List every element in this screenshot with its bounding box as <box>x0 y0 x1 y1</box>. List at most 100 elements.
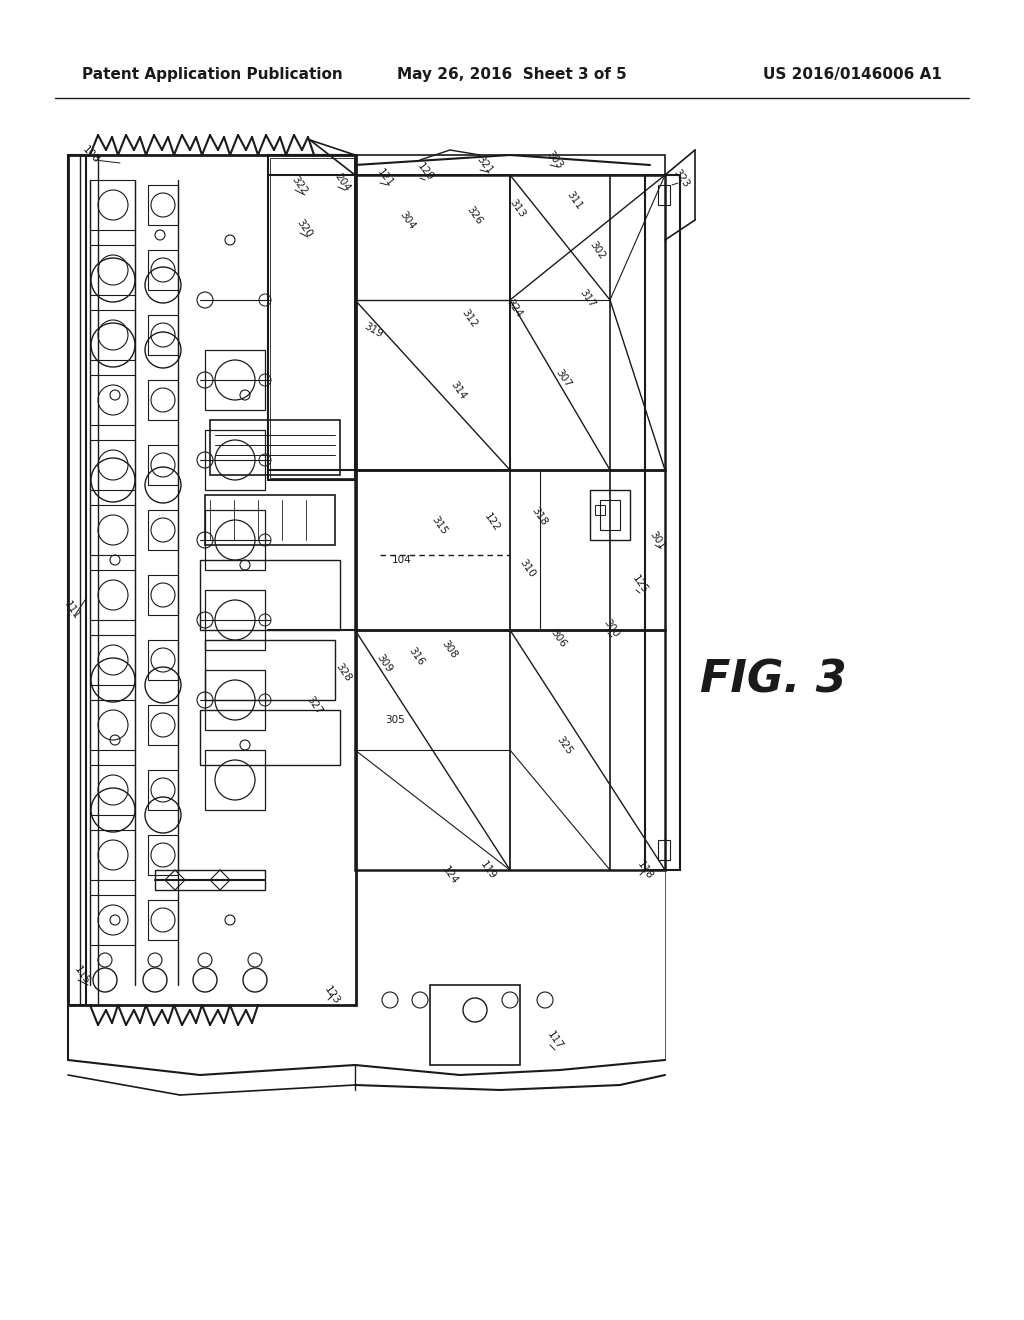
Bar <box>90 830 135 880</box>
Bar <box>355 176 665 470</box>
Text: 111: 111 <box>62 599 82 620</box>
Text: 317: 317 <box>578 286 598 309</box>
Bar <box>90 375 135 425</box>
Text: 307: 307 <box>554 367 573 389</box>
Text: 314: 314 <box>449 379 469 401</box>
Bar <box>90 700 135 750</box>
Bar <box>205 750 265 810</box>
Bar <box>148 510 178 550</box>
Text: 123: 123 <box>322 983 342 1006</box>
Text: US 2016/0146006 A1: US 2016/0146006 A1 <box>763 67 942 82</box>
Text: 304: 304 <box>398 209 418 231</box>
Bar <box>205 510 265 570</box>
Text: 325: 325 <box>555 734 574 756</box>
Text: 308: 308 <box>440 638 460 660</box>
Bar <box>355 176 510 470</box>
Bar <box>268 154 356 480</box>
Text: 305: 305 <box>385 715 404 725</box>
Bar <box>205 590 265 649</box>
Text: 328: 328 <box>334 661 353 682</box>
Bar <box>200 560 340 630</box>
Bar <box>595 506 605 515</box>
Bar <box>148 445 178 484</box>
Bar <box>355 154 665 176</box>
Text: 320: 320 <box>295 216 314 239</box>
Bar <box>210 420 340 475</box>
Text: 313: 313 <box>508 197 527 219</box>
Bar <box>148 900 178 940</box>
Bar <box>155 870 265 890</box>
Text: 122: 122 <box>482 511 502 533</box>
Bar <box>148 249 178 290</box>
Bar <box>645 176 680 870</box>
Bar <box>658 840 670 861</box>
Text: 311: 311 <box>565 189 585 211</box>
Bar <box>148 315 178 355</box>
Bar <box>658 185 670 205</box>
Bar <box>205 495 335 545</box>
Text: 312: 312 <box>460 308 479 329</box>
Text: 326: 326 <box>465 205 484 226</box>
Bar <box>355 470 665 630</box>
Bar <box>600 500 620 531</box>
Bar <box>148 705 178 744</box>
Bar <box>90 766 135 814</box>
Text: 204: 204 <box>333 172 352 193</box>
Text: 309: 309 <box>375 652 394 675</box>
Bar <box>430 985 520 1065</box>
Bar <box>80 154 98 1005</box>
Text: 315: 315 <box>430 513 450 536</box>
Text: 303: 303 <box>545 149 565 170</box>
Text: 119: 119 <box>478 859 498 880</box>
Text: Patent Application Publication: Patent Application Publication <box>82 67 343 82</box>
Bar <box>355 630 665 870</box>
Bar <box>90 440 135 490</box>
Bar <box>205 671 265 730</box>
Bar <box>90 635 135 685</box>
Bar <box>205 430 265 490</box>
Text: 306: 306 <box>549 627 568 649</box>
Text: 321: 321 <box>475 154 496 176</box>
Text: 316: 316 <box>407 645 427 667</box>
Text: 117: 117 <box>545 1030 564 1051</box>
Bar <box>90 570 135 620</box>
Bar <box>90 506 135 554</box>
Text: 319: 319 <box>362 321 384 339</box>
Text: 318: 318 <box>530 506 550 527</box>
Text: FIG. 3: FIG. 3 <box>700 659 847 701</box>
Text: 104: 104 <box>392 554 412 565</box>
Bar <box>68 154 356 1005</box>
Bar <box>270 158 354 478</box>
Text: May 26, 2016  Sheet 3 of 5: May 26, 2016 Sheet 3 of 5 <box>397 67 627 82</box>
Text: 125: 125 <box>630 573 649 595</box>
Bar <box>68 154 86 1005</box>
Bar <box>205 350 265 411</box>
Bar <box>200 710 340 766</box>
Text: 108: 108 <box>80 144 101 165</box>
Bar <box>148 185 178 224</box>
Bar <box>90 895 135 945</box>
Bar <box>90 180 135 230</box>
Text: 324: 324 <box>505 297 524 319</box>
Bar <box>590 490 630 540</box>
Text: 120: 120 <box>415 161 435 183</box>
Text: 301: 301 <box>648 529 668 550</box>
Bar <box>205 640 335 700</box>
Bar <box>148 836 178 875</box>
Text: 322: 322 <box>290 174 309 195</box>
Text: 302: 302 <box>588 239 607 261</box>
Text: 327: 327 <box>305 694 325 715</box>
Text: 310: 310 <box>518 557 538 579</box>
Text: 323: 323 <box>672 168 691 189</box>
Bar <box>90 246 135 294</box>
Text: 121: 121 <box>375 168 395 189</box>
Bar <box>148 640 178 680</box>
Bar <box>148 770 178 810</box>
Bar <box>148 576 178 615</box>
Text: 300: 300 <box>602 616 622 639</box>
Bar <box>90 310 135 360</box>
Text: 118: 118 <box>635 859 654 880</box>
Bar <box>148 380 178 420</box>
Text: 115: 115 <box>72 964 91 986</box>
Text: 124: 124 <box>440 865 460 886</box>
